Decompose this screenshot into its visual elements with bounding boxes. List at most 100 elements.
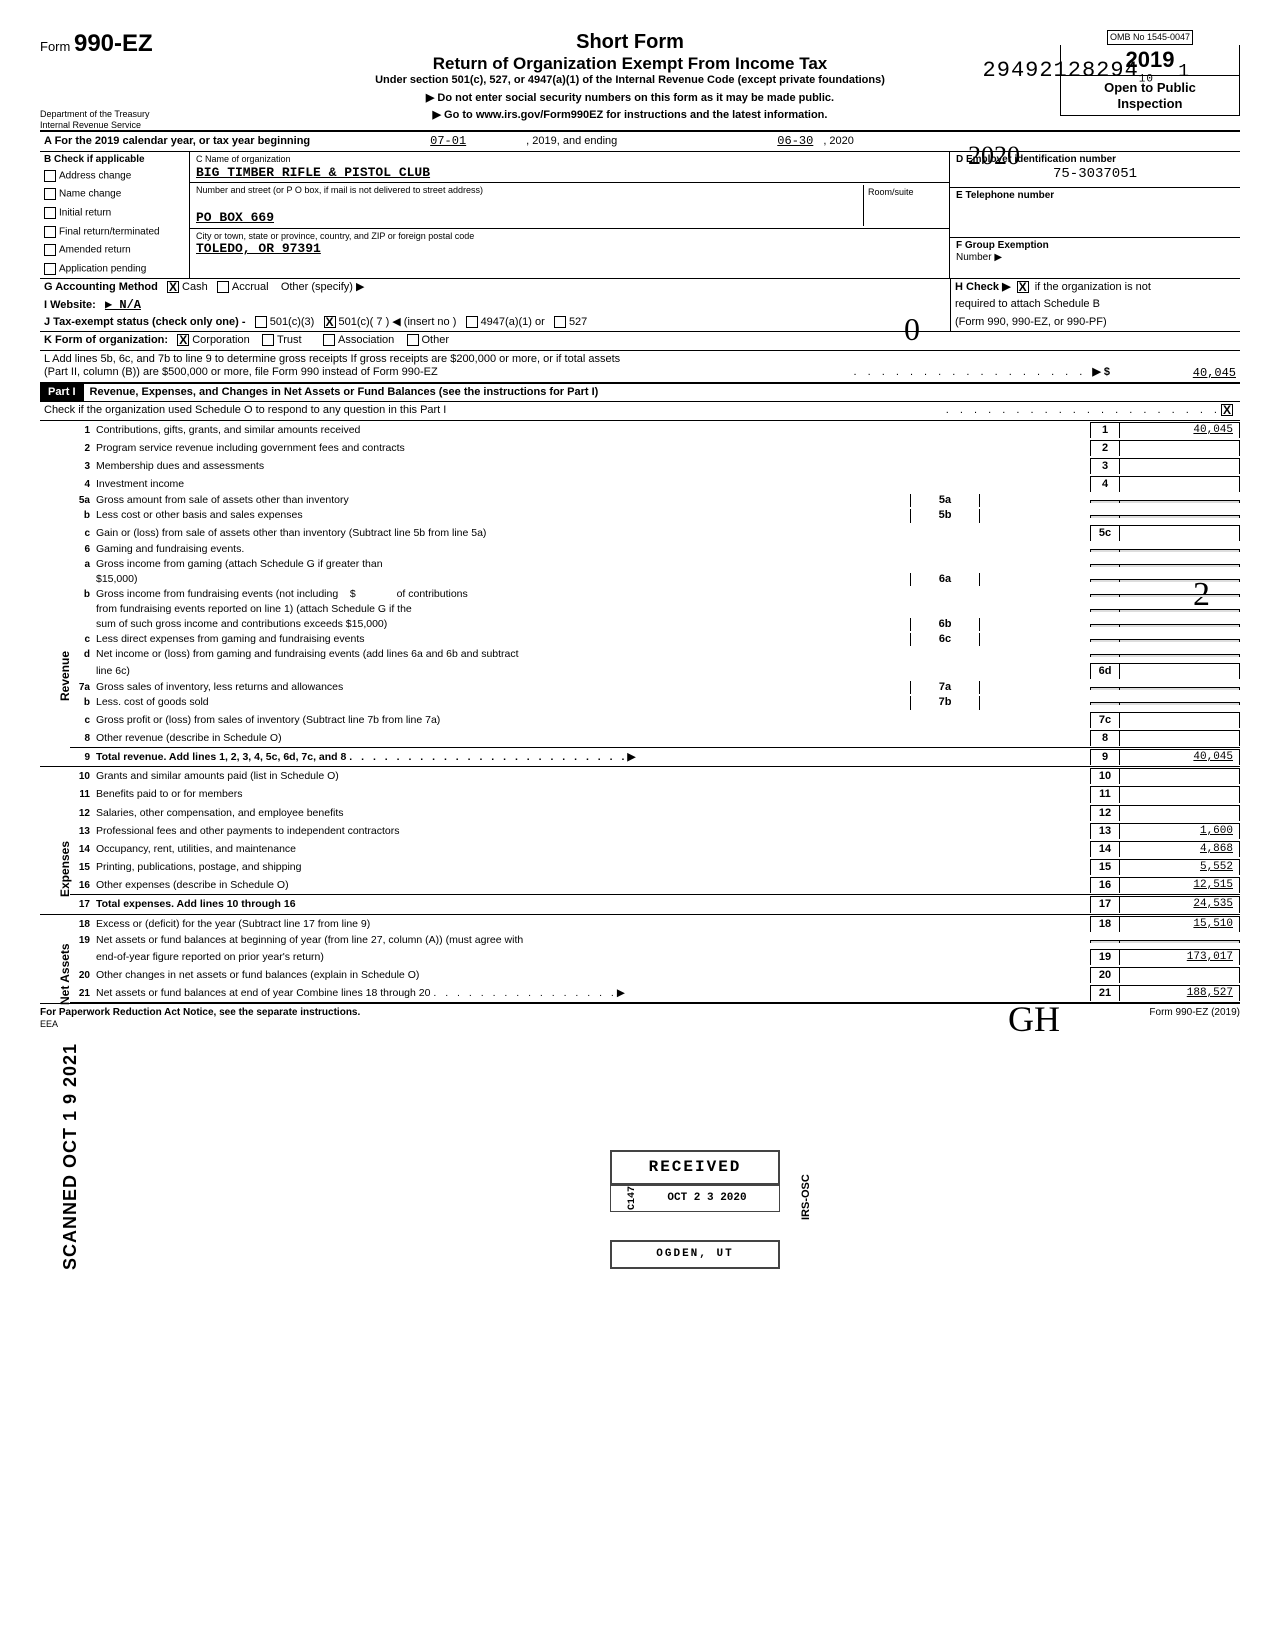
stamp-received: RECEIVED [610,1150,780,1185]
checkbox-name-change[interactable] [44,188,56,200]
instruction-ssn: ▶ Do not enter social security numbers o… [200,92,1060,105]
checkbox-accrual[interactable] [217,281,229,293]
line-13: Professional fees and other payments to … [96,825,1090,838]
page-number: 1 [1178,62,1190,82]
line-6c: Less direct expenses from gaming and fun… [96,633,910,646]
line-G: G Accounting Method Cash Accrual Other (… [40,279,950,296]
checkbox-501c3[interactable] [255,316,267,328]
gross-receipts: 40,045 [1116,366,1236,380]
line-7b: Less. cost of goods sold [96,696,910,709]
side-label-expenses: Expenses [58,841,72,897]
dept-irs: Internal Revenue Service [40,120,200,131]
line-7c: Gross profit or (loss) from sales of inv… [96,714,1090,727]
line-9: Total revenue. Add lines 1, 2, 3, 4, 5c,… [96,751,1090,764]
line-A: A For the 2019 calendar year, or tax yea… [40,132,1240,150]
val-9: 40,045 [1120,749,1240,765]
line-K: K Form of organization: Corporation Trus… [40,332,1240,349]
checkbox-assoc[interactable] [323,334,335,346]
handwritten-year: 2020 [968,140,1020,171]
checkbox-pending[interactable] [44,263,56,275]
line-8: Other revenue (describe in Schedule O) [96,732,1090,745]
line-11: Benefits paid to or for members [96,788,1090,801]
val-13: 1,600 [1120,823,1240,839]
line-14: Occupancy, rent, utilities, and maintena… [96,843,1090,856]
val-17: 24,535 [1120,896,1240,912]
handwritten-mark: 0 [904,310,920,348]
label-group-exemption: F Group Exemption [956,240,1234,252]
line-2: Program service revenue including govern… [96,442,1090,455]
checkbox-initial-return[interactable] [44,207,56,219]
org-city: TOLEDO, OR 97391 [196,241,943,257]
stamp-scanned: SCANNED OCT 1 9 2021 [60,1043,82,1270]
subtitle: Under section 501(c), 527, or 4947(a)(1)… [200,74,1060,87]
dept-treasury: Department of the Treasury [40,109,200,120]
val-14: 4,868 [1120,841,1240,857]
line-5c: Gain or (loss) from sale of assets other… [96,527,1090,540]
line-5b: Less cost or other basis and sales expen… [96,509,910,522]
line-6a: Gross income from gaming (attach Schedul… [96,558,1090,571]
line-16: Other expenses (describe in Schedule O) [96,879,1090,892]
checkbox-527[interactable] [554,316,566,328]
form-label: Form 990-EZ [40,30,200,59]
val-16: 12,515 [1120,877,1240,893]
title-return: Return of Organization Exempt From Incom… [200,54,1060,74]
line-15: Printing, publications, postage, and shi… [96,861,1090,874]
omb-number: OMB No 1545-0047 [1107,30,1193,45]
checkbox-schedule-o[interactable] [1221,404,1233,416]
line-20: Other changes in net assets or fund bala… [96,969,1090,982]
footer-right: Form 990-EZ (2019) [1149,1007,1240,1031]
part-1-title: Revenue, Expenses, and Changes in Net As… [84,384,1240,401]
line-5a: Gross amount from sale of assets other t… [96,494,910,507]
val-19: 173,017 [1120,949,1240,965]
label-phone: E Telephone number [956,190,1234,202]
checkbox-amended[interactable] [44,244,56,256]
line-6: Gaming and fundraising events. [96,543,1090,556]
line-17: Total expenses. Add lines 10 through 16 [96,898,1090,911]
line-1: Contributions, gifts, grants, and simila… [96,424,1090,437]
part-1-label: Part I [40,384,84,401]
schedule-o-check-text: Check if the organization used Schedule … [44,404,446,417]
stamp-ogden: OGDEN, UT [610,1240,780,1269]
side-label-revenue: Revenue [58,651,72,701]
line-H: H Check ▶ if the organization is not [950,279,1240,296]
line-10: Grants and similar amounts paid (list in… [96,770,1090,783]
dln: 2949212829410 1 [983,58,1190,87]
title-short-form: Short Form [200,30,1060,54]
instruction-url: ▶ Go to www.irs.gov/Form990EZ for instru… [200,109,1060,122]
line-H2: required to attach Schedule B [950,296,1240,314]
label-org-name: C Name of organization [196,154,943,165]
label-address: Number and street (or P O box, if mail i… [196,185,863,196]
checkbox-corp[interactable] [177,334,189,346]
checkbox-trust[interactable] [262,334,274,346]
line-7a: Gross sales of inventory, less returns a… [96,681,910,694]
checkbox-schedule-b[interactable] [1017,281,1029,293]
line-12: Salaries, other compensation, and employ… [96,807,1090,820]
checkbox-501c[interactable] [324,316,336,328]
line-H3: (Form 990, 990-EZ, or 990-PF) [950,314,1240,331]
line-4: Investment income [96,478,1090,491]
label-city: City or town, state or province, country… [196,231,943,242]
side-label-net-assets: Net Assets [58,943,72,1005]
line-6d: Net income or (loss) from gaming and fun… [96,648,1090,661]
checkbox-cash[interactable] [167,281,179,293]
line-I: I Website: ▶ N/A [40,296,950,314]
val-15: 5,552 [1120,859,1240,875]
label-room: Room/suite [863,185,943,225]
org-name: BIG TIMBER RIFLE & PISTOL CLUB [196,165,943,181]
val-1: 40,045 [1120,422,1240,438]
val-18: 15,510 [1120,916,1240,932]
checkbox-other-org[interactable] [407,334,419,346]
val-21: 188,527 [1120,985,1240,1001]
stamp-irs-osc: IRS-OSC [800,1174,813,1220]
line-3: Membership dues and assessments [96,460,1090,473]
line-J: J Tax-exempt status (check only one) - 5… [40,314,950,331]
org-address: PO BOX 669 [196,210,863,226]
line-21: Net assets or fund balances at end of ye… [96,987,1090,1000]
checkbox-address-change[interactable] [44,170,56,182]
checkbox-final-return[interactable] [44,226,56,238]
line-L: L Add lines 5b, 6c, and 7b to line 9 to … [40,351,1240,383]
checkbox-4947[interactable] [466,316,478,328]
stamp-date: C147 OCT 2 3 2020 [610,1185,780,1212]
line-6b: Gross income from fundraising events (no… [96,588,1090,601]
line-19: Net assets or fund balances at beginning… [96,934,1090,947]
